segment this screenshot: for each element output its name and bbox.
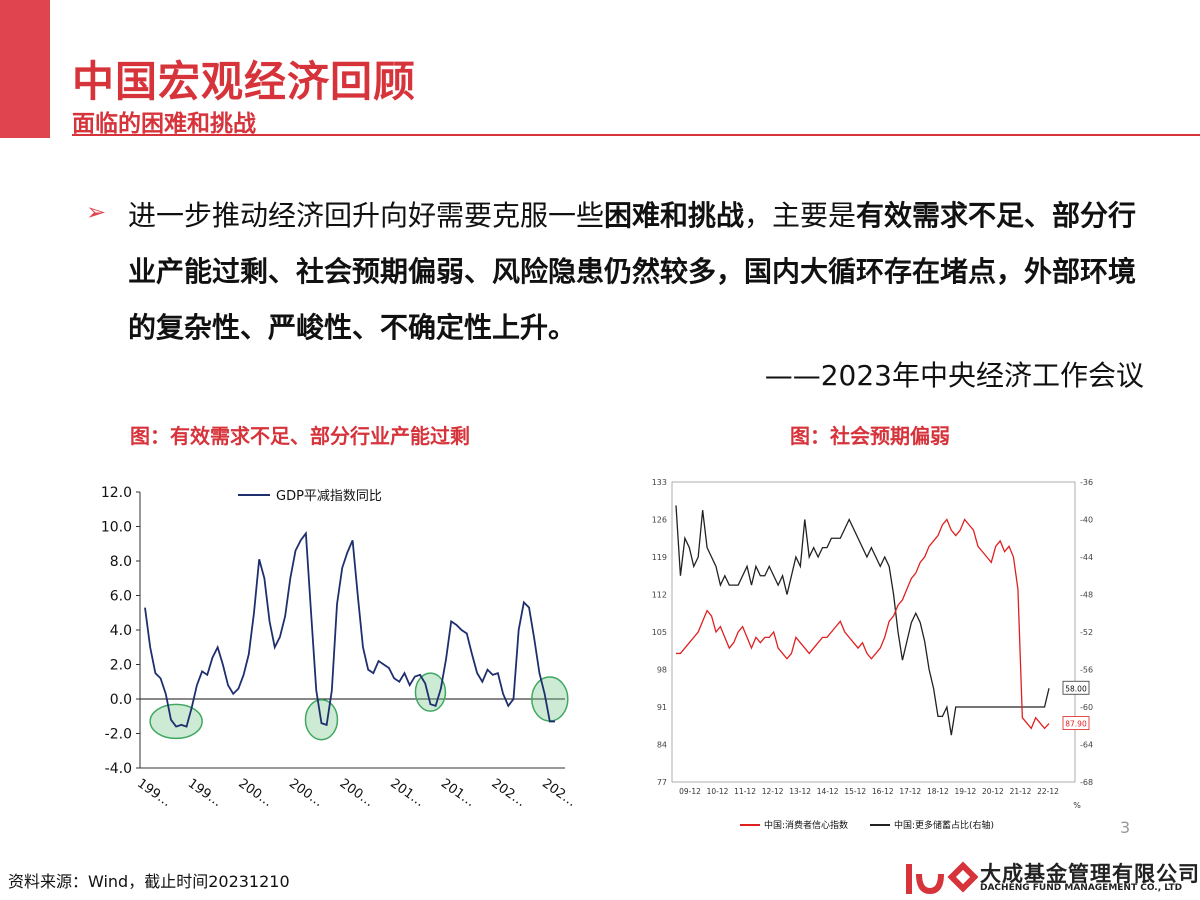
x-tick-label: 201… (438, 776, 478, 810)
x-tick-label: 19-12 (954, 787, 976, 796)
y-left-tick-label: 105 (652, 628, 667, 637)
y-tick-label: 8.0 (110, 554, 132, 570)
x-tick-label: 12-12 (762, 787, 784, 796)
y-right-tick-label: -44 (1080, 553, 1093, 562)
x-tick-label: 200… (337, 776, 377, 810)
highlight-ellipse (149, 703, 203, 740)
body-text-1: 进一步推动经济回升向好需要克服一些 (128, 199, 605, 232)
x-tick-label: 201… (387, 776, 427, 810)
dacheng-logo-icon (906, 861, 978, 894)
x-tick-label: 14-12 (817, 787, 839, 796)
x-tick-label: 22-12 (1037, 787, 1059, 796)
confidence-end-box (1062, 716, 1090, 731)
y-left-tick-label: 91 (657, 703, 667, 712)
x-tick-label: 10-12 (707, 787, 729, 796)
y-tick-label: -4.0 (105, 761, 132, 777)
y-tick-label: 2.0 (110, 658, 132, 674)
y-left-tick-label: 112 (652, 591, 667, 600)
y-right-tick-label: -56 (1080, 666, 1093, 675)
savings-share-line (675, 505, 1050, 736)
right-axis-unit: % (1073, 801, 1081, 810)
page-subtitle: 面临的困难和挑战 (72, 111, 256, 137)
y-right-tick-label: -64 (1080, 741, 1093, 750)
consumer-confidence-line (676, 518, 1050, 730)
company-name-cn: 大成基金管理有限公司 (980, 862, 1200, 886)
x-tick-label: 199… (134, 776, 174, 810)
y-right-tick-label: -48 (1080, 591, 1093, 600)
y-left-tick-label: 77 (657, 778, 667, 787)
x-tick-label: 13-12 (789, 787, 811, 796)
bullet-arrow-icon: ➢ (86, 198, 107, 226)
x-tick-label: 18-12 (927, 787, 949, 796)
y-right-tick-label: -52 (1080, 628, 1093, 637)
y-left-tick-label: 133 (652, 478, 667, 487)
body-text-3: ，主要是 (744, 199, 857, 232)
chart-caption-left: 图：有效需求不足、部分行业产能过剩 (130, 424, 470, 448)
highlight-ellipse (531, 676, 569, 722)
highlight-ellipse (414, 672, 447, 712)
y-left-tick-label: 98 (657, 666, 667, 675)
x-tick-label: 16-12 (872, 787, 894, 796)
legend-label: GDP平减指数同比 (276, 489, 382, 504)
page-number: 3 (1120, 818, 1131, 837)
accent-bar (0, 0, 50, 138)
x-tick-label: 15-12 (844, 787, 866, 796)
y-right-tick-label: -36 (1080, 478, 1093, 487)
y-right-tick-label: -40 (1080, 516, 1093, 525)
chart-caption-right: 图：社会预期偏弱 (790, 424, 950, 448)
title-divider (72, 134, 1200, 136)
x-tick-label: 200… (235, 776, 275, 810)
x-tick-label: 202… (539, 776, 579, 810)
y-left-tick-label: 126 (652, 516, 667, 525)
company-name-en: DACHENG FUND MANAGEMENT CO., LTD (980, 883, 1183, 893)
y-tick-label: 6.0 (110, 589, 132, 605)
y-right-tick-label: -68 (1080, 778, 1093, 787)
confidence-end-label: 87.90 (1065, 720, 1087, 729)
body-text-2: 困难和挑战 (604, 199, 745, 232)
x-tick-label: 199… (185, 776, 225, 810)
y-tick-label: 4.0 (110, 623, 132, 639)
company-logo: 大成基金管理有限公司 DACHENG FUND MANAGEMENT CO., … (900, 858, 1200, 898)
y-right-tick-label: -60 (1080, 703, 1093, 712)
x-tick-label: 202… (489, 776, 529, 810)
x-tick-label: 21-12 (1010, 787, 1032, 796)
gdp-deflator-line (144, 530, 555, 728)
x-tick-label: 17-12 (899, 787, 921, 796)
x-tick-label: 20-12 (982, 787, 1004, 796)
plot-frame (671, 481, 1076, 783)
savings-end-label: 58.00 (1065, 684, 1087, 693)
y-left-tick-label: 119 (652, 553, 667, 562)
body-paragraph: 进一步推动经济回升向好需要克服一些困难和挑战，主要是有效需求不足、部分行业产能过… (128, 188, 1158, 356)
x-tick-label: 09-12 (679, 787, 701, 796)
y-tick-label: 0.0 (110, 692, 132, 708)
legend-label-savings: 中国:更多储蓄占比(右轴) (894, 819, 994, 831)
source-note: 资料来源：Wind，截止时间20231210 (8, 872, 290, 891)
savings-end-box (1062, 680, 1090, 695)
x-tick-label: 11-12 (734, 787, 756, 796)
y-tick-label: -2.0 (105, 727, 132, 743)
x-tick-label: 200… (286, 776, 326, 810)
legend-label-confidence: 中国:消费者信心指数 (764, 819, 848, 831)
quote-attribution: ——2023年中央经济工作会议 (764, 359, 1144, 392)
consumer-confidence-chart: 133 126 119 112 105 98 91 84 77 -36 -40 -44 -48 -52 -5… (652, 478, 1093, 831)
y-tick-label: 12.0 (101, 485, 132, 501)
body-text-4: 有效需求不足、部分行业产能过剩、社会预期偏弱、风险隐患仍然较多，国内大循环存在堵… (128, 199, 1137, 344)
y-tick-label: 10.0 (101, 520, 132, 536)
page-title: 中国宏观经济回顾 (72, 57, 417, 106)
y-left-tick-label: 84 (657, 741, 667, 750)
